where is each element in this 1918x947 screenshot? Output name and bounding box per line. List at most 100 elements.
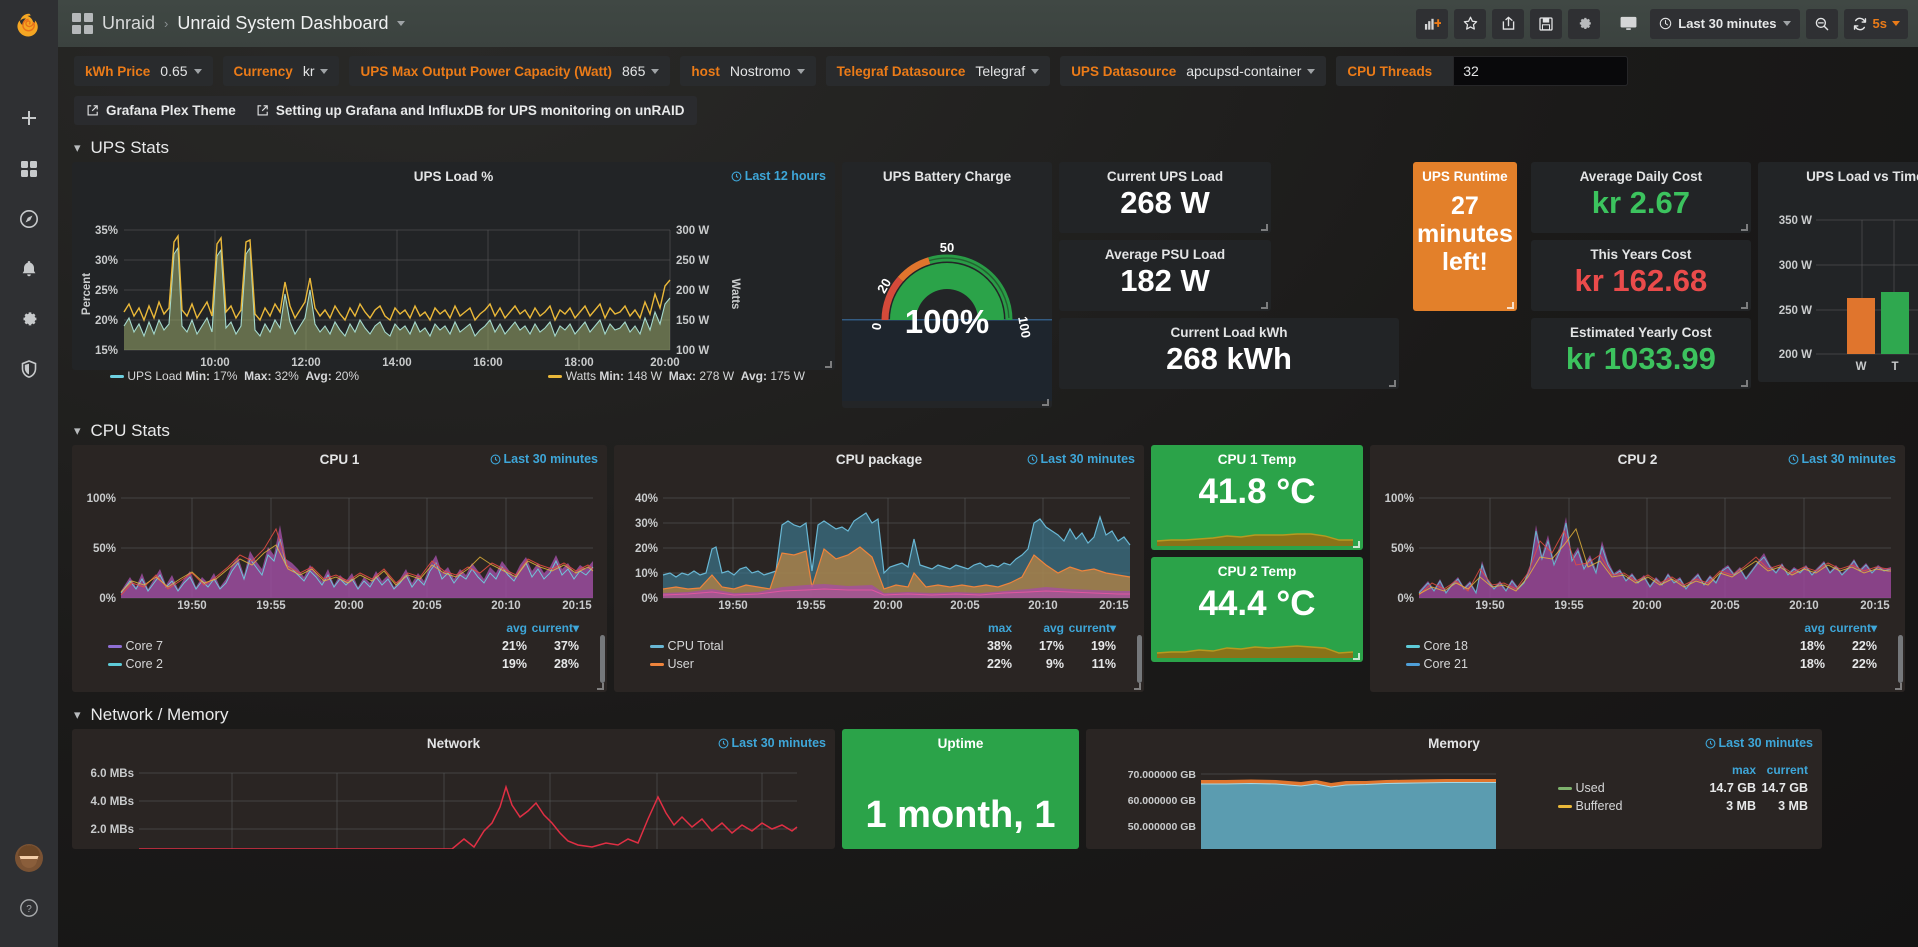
legend-col-current[interactable]: current▾ [1829,621,1877,635]
svg-text:20%: 20% [95,315,118,327]
grafana-logo[interactable] [0,0,58,52]
refresh-icon[interactable] [1852,16,1868,32]
zoom-out-time-button[interactable] [1805,8,1838,39]
variable-telegraf-datasource[interactable]: Telegraf Datasource Telegraf [825,56,1051,86]
sidebar-item-server-admin[interactable] [0,344,58,394]
panel-resize-handle[interactable] [1506,302,1514,309]
variable-value[interactable]: Nostromo [730,63,805,79]
sidebar-item-user-profile[interactable] [0,833,58,883]
cpu-temp-column: CPU 1 Temp 41.8 °C CPU 2 Temp 44.4 °C [1151,445,1363,662]
legend-row[interactable]: User 22% 9% 11% [650,655,1116,673]
bar-t [1880,292,1909,354]
legend-item[interactable]: UPS Load Min: 17% Max: 32% Avg: 20% [110,369,359,383]
legend-scrollbar[interactable] [600,635,605,683]
legend-item[interactable]: Watts Min: 148 W Max: 278 W Avg: 175 W [548,369,805,383]
panel-resize-handle[interactable] [597,683,604,690]
y-axis-left: 350 W 300 W 250 W 200 W [1779,215,1812,361]
sidebar-item-configuration[interactable] [0,294,58,344]
legend-row[interactable]: Core 18 18% 22% [1406,637,1877,655]
legend-row[interactable]: Core 2 19% 28% [108,655,579,673]
dashboard-settings-button[interactable] [1568,8,1601,39]
legend-row[interactable]: Buffered 3 MB 3 MB [1558,797,1808,815]
legend-col-avg[interactable]: avg [1804,621,1825,635]
time-range-picker[interactable]: Last 30 minutes [1650,8,1800,39]
variable-host[interactable]: host Nostromo [680,56,816,86]
save-dashboard-button[interactable] [1530,8,1563,39]
sidebar-item-help[interactable]: ? [0,883,58,933]
row-header-cpu-stats[interactable]: ▾ CPU Stats [74,421,1918,441]
tv-kiosk-button[interactable] [1612,9,1644,39]
variable-value[interactable]: Telegraf [975,63,1040,79]
cpu-threads-input[interactable]: 32 [1453,56,1629,86]
row-header-network-memory[interactable]: ▾ Network / Memory [74,705,1918,725]
svg-text:19:50: 19:50 [718,600,747,609]
variable-value[interactable]: apcupsd-container [1186,63,1316,79]
memory-chart: 70.000000 GB 60.000000 GB 50.000000 GB [1128,769,1496,849]
panel-resize-handle[interactable] [1389,380,1396,387]
cpu-1-temp-sparkline [1156,533,1353,546]
panel-current-load-kwh: Current Load kWh 268 kWh [1059,318,1399,389]
legend-row[interactable]: Core 7 21% 37% [108,637,579,655]
variable-kwh-price[interactable]: kWh Price 0.65 [74,56,213,86]
page-title[interactable]: Unraid System Dashboard [177,13,389,33]
panel-resize-handle[interactable] [1740,224,1748,231]
panel-time-override[interactable]: Last 30 minutes [1705,736,1813,750]
panel-resize-handle[interactable] [1134,683,1141,690]
dashboard-grid-icon[interactable] [72,13,93,34]
plus-icon [19,109,39,129]
panel-resize-handle[interactable] [1042,399,1049,406]
legend-col-avg[interactable]: avg [1043,621,1064,635]
refresh-picker[interactable]: 5s [1843,8,1908,39]
panel-resize-handle[interactable] [1353,653,1360,660]
legend-row[interactable]: Core 21 18% 22% [1406,655,1877,673]
panel-resize-handle[interactable] [1740,380,1748,387]
panel-resize-handle[interactable] [825,361,832,368]
panel-cpu-2: CPU 2 Last 30 minutes 100% 50% 0% [1370,445,1905,692]
breadcrumb-folder[interactable]: Unraid [102,13,156,33]
panel-resize-handle[interactable] [1895,683,1902,690]
panel-resize-handle[interactable] [1353,541,1360,548]
panel-resize-handle[interactable] [1740,302,1748,309]
share-dashboard-button[interactable] [1492,8,1525,39]
svg-text:20%: 20% [635,543,658,555]
mark-favorite-button[interactable] [1454,8,1487,39]
chevron-down-icon[interactable] [397,21,406,26]
legend-row[interactable]: CPU Total 38% 17% 19% [650,637,1116,655]
link-grafana-plex-theme[interactable]: Grafana Plex Theme [86,103,236,118]
panel-uptime: Uptime 1 month, 1 [842,729,1079,849]
legend-row[interactable]: Used 14.7 GB 14.7 GB [1558,779,1808,797]
variable-ups-max-output[interactable]: UPS Max Output Power Capacity (Watt) 865 [349,56,671,86]
variable-value[interactable]: 0.65 [160,63,202,79]
row-header-ups-stats[interactable]: ▾ UPS Stats [74,138,1918,158]
ups-stat-column-1: Current UPS Load 268 W Average PSU Load … [1059,162,1399,389]
legend-scrollbar[interactable] [1137,635,1142,683]
legend-col-current[interactable]: current▾ [531,621,579,635]
legend-col-current[interactable]: current▾ [1068,621,1116,635]
sidebar-item-alerting[interactable] [0,244,58,294]
legend-col-current[interactable]: current [1766,763,1808,777]
sidebar-item-dashboards[interactable] [0,144,58,194]
sidebar-item-explore[interactable] [0,194,58,244]
link-ups-monitoring-guide[interactable]: Setting up Grafana and InfluxDB for UPS … [256,103,685,118]
add-panel-button[interactable] [1416,8,1449,39]
variable-value[interactable]: kr [303,63,329,79]
variable-cpu-threads[interactable]: CPU Threads 32 [1336,56,1629,86]
panel-resize-handle[interactable] [1261,224,1268,231]
variable-currency[interactable]: Currency kr [222,56,340,86]
panel-time-override[interactable]: Last 12 hours [731,169,826,183]
panel-time-override[interactable]: Last 30 minutes [1788,452,1896,466]
variable-value[interactable]: 865 [622,63,660,79]
stat-value: 182 W [1120,263,1210,298]
legend-col-max[interactable]: max [1731,763,1756,777]
panel-time-override[interactable]: Last 30 minutes [718,736,826,750]
panel-resize-handle[interactable] [1261,302,1268,309]
panel-time-override[interactable]: Last 30 minutes [1027,452,1135,466]
legend-col-avg[interactable]: avg [506,621,527,635]
y-axis: 40% 30% 20% 10% 0% [635,493,658,605]
panel-time-override[interactable]: Last 30 minutes [490,452,598,466]
variable-ups-datasource[interactable]: UPS Datasource apcupsd-container [1060,56,1327,86]
panel-title: Average Daily Cost [1579,169,1703,184]
legend-scrollbar[interactable] [1898,635,1903,683]
sidebar-item-create[interactable] [0,94,58,144]
legend-col-max[interactable]: max [987,621,1012,635]
